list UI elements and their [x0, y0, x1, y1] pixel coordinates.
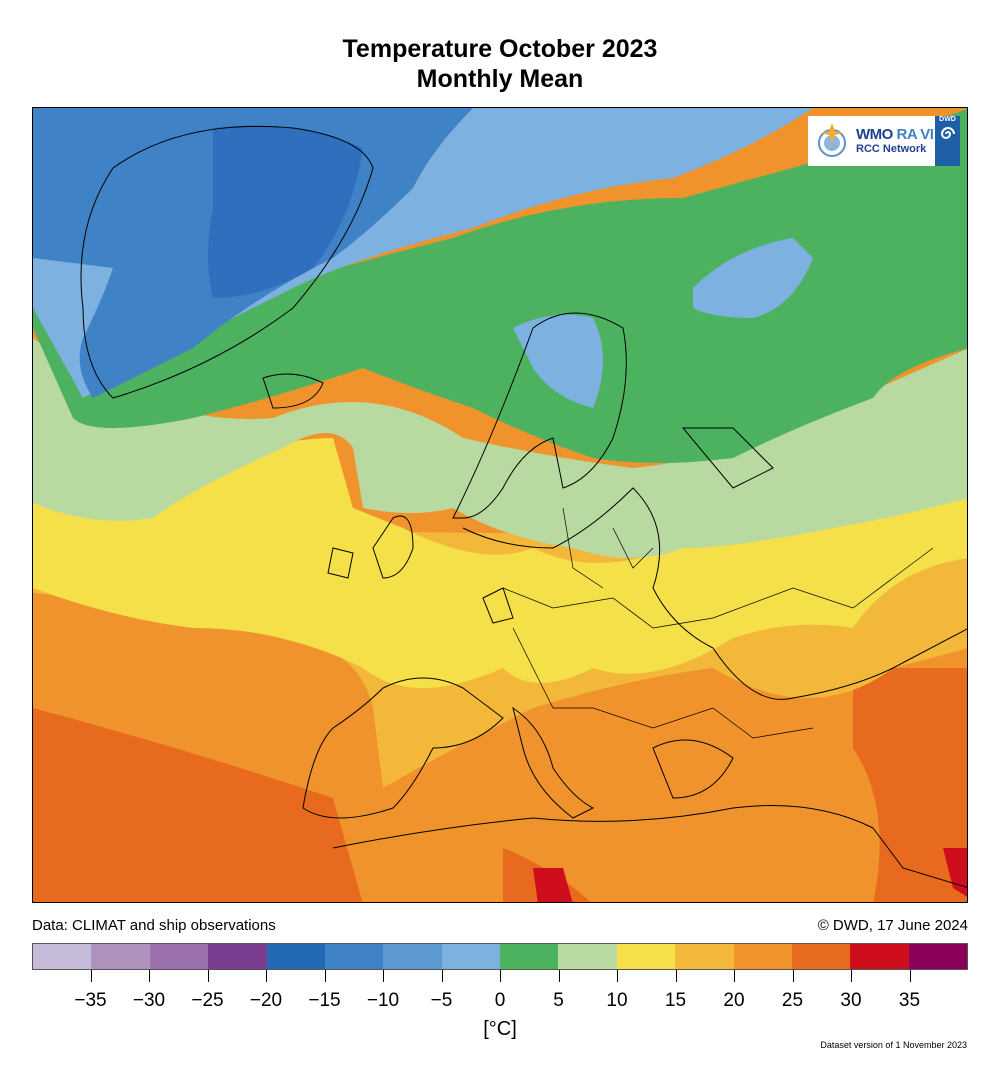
legend-swatch: [850, 944, 909, 969]
zone-0-5: [33, 108, 967, 463]
legend-tick: [266, 970, 267, 982]
title-line-2: Monthly Mean: [416, 65, 584, 93]
legend-tick-label: 5: [553, 990, 564, 1011]
copyright-note: © DWD, 17 June 2024: [817, 917, 968, 934]
legend-swatch: [383, 944, 442, 969]
zone-minus15-minus10: [208, 125, 363, 298]
legend-tick-label: 0: [494, 990, 506, 1011]
legend-tick-label: 25: [781, 990, 804, 1011]
zone-10-15: [33, 438, 967, 688]
legend-swatch: [791, 944, 851, 969]
legend-tick: [851, 970, 852, 982]
legend-tick-label: −5: [430, 990, 453, 1011]
legend-tick-label: 20: [723, 990, 745, 1011]
legend-tick: [324, 970, 326, 982]
legend-swatch: [149, 944, 209, 969]
legend-swatch: [616, 944, 676, 969]
legend-tick: [90, 970, 92, 982]
wmo-emblem-icon: [818, 123, 846, 157]
legend-tick-label: −25: [191, 990, 224, 1011]
legend-tick-label: −15: [308, 990, 341, 1011]
legend-tick-label: −20: [249, 990, 283, 1011]
zone-25-30: [33, 668, 967, 902]
legend-tick: [909, 970, 911, 982]
legend-swatch: [324, 944, 384, 969]
legend-tick-label: −30: [132, 990, 166, 1011]
legend-swatch: [91, 944, 150, 969]
dwd-spiral-icon: [940, 127, 955, 139]
logo-network: RCC Network: [856, 143, 927, 155]
title-line-1: Temperature October 2023: [342, 35, 658, 63]
legend-tick-label: 30: [840, 990, 862, 1011]
legend-tick-label: −10: [366, 990, 400, 1011]
legend-tick: [383, 970, 384, 982]
temperature-map: [32, 107, 968, 903]
legend-swatch: [33, 944, 92, 969]
legend-swatch: [441, 944, 500, 969]
legend-tick: [675, 970, 677, 982]
legend-swatch: [733, 944, 792, 969]
coastlines: [80, 125, 967, 888]
legend-tick-label: −35: [74, 990, 107, 1011]
dataset-version: Dataset version of 1 November 2023: [820, 1040, 967, 1050]
dwd-badge: DWD: [935, 116, 960, 166]
legend-swatch: [908, 944, 967, 969]
legend-tick-label: 15: [664, 990, 687, 1011]
map-title: Temperature October 2023 Monthly Mean: [0, 34, 1000, 94]
legend-tick: [441, 970, 443, 982]
legend-unit: [°C]: [483, 1018, 517, 1040]
legend-tick: [792, 970, 794, 982]
legend-tick: [734, 970, 735, 982]
legend-tick: [149, 970, 150, 982]
legend-tick: [500, 970, 501, 982]
zone-5-10: [33, 338, 967, 558]
legend-tick: [558, 970, 560, 982]
legend-swatch: [558, 944, 617, 969]
logo-org: WMO: [856, 126, 893, 143]
dwd-badge-label: DWD: [939, 116, 956, 123]
legend-swatch: [500, 944, 559, 969]
legend-tick-label: 10: [606, 990, 628, 1011]
data-source-note: Data: CLIMAT and ship observations: [32, 917, 276, 934]
legend-swatch: [208, 944, 267, 969]
legend-tick: [617, 970, 618, 982]
borders: [502, 507, 934, 739]
wmo-rcc-logo: WMO RA VI RCC Network DWD: [808, 116, 960, 166]
color-legend-bar: [32, 943, 968, 970]
legend-tick-label: 35: [898, 990, 921, 1011]
legend-swatch: [266, 944, 325, 969]
legend-tick: [207, 970, 209, 982]
logo-region: RA VI: [896, 126, 934, 143]
legend-swatch: [675, 944, 734, 969]
